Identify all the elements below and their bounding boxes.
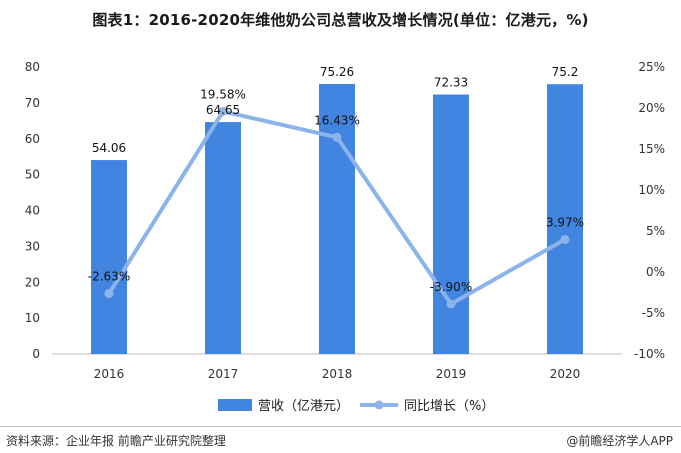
revenue-label: 75.2: [552, 65, 579, 79]
revenue-bar: [91, 160, 127, 354]
x-tick-label: 2018: [322, 367, 353, 381]
footer: 资料来源：企业年报 前瞻产业研究院整理 @前瞻经济学人APP: [0, 426, 681, 451]
left-tick-label: 20: [25, 275, 40, 289]
left-tick-label: 50: [25, 168, 40, 182]
right-tick-label: -10%: [634, 347, 665, 361]
x-tick-label: 2019: [436, 367, 467, 381]
growth-label: 3.97%: [546, 215, 584, 229]
growth-point: [560, 234, 570, 244]
left-tick-label: 60: [25, 132, 40, 146]
chart-title: 图表1：2016-2020年维他奶公司总营收及增长情况(单位：亿港元，%): [92, 11, 589, 29]
legend-bar-swatch: [218, 399, 252, 411]
right-tick-label: 5%: [646, 224, 665, 238]
right-tick-label: -5%: [642, 306, 665, 320]
footer-brand: @前瞻经济学人APP: [566, 434, 673, 448]
revenue-label: 64.65: [206, 103, 240, 117]
growth-label: 16.43%: [314, 113, 360, 127]
revenue-bar: [319, 84, 355, 354]
revenue-bar: [433, 94, 469, 355]
chart-svg: 0 10 20 30 40 50 60 70 80 -10% -5% 0% 5% 10% 15% 20% 25…: [25, 60, 665, 414]
right-axis-ticks: -10% -5% 0% 5% 10% 15% 20% 25%: [634, 60, 665, 361]
line-series: [104, 106, 570, 309]
left-tick-label: 30: [25, 239, 40, 253]
growth-point: [332, 132, 342, 142]
growth-point: [218, 106, 228, 116]
revenue-bar: [547, 84, 583, 354]
left-tick-label: 10: [25, 311, 40, 325]
left-tick-label: 70: [25, 96, 40, 110]
left-axis-ticks: 0 10 20 30 40 50 60 70 80: [25, 60, 40, 361]
x-tick-label: 2016: [94, 367, 125, 381]
x-axis-ticks: 2016 2017 2018 2019 2020: [94, 367, 581, 381]
right-tick-label: 15%: [638, 142, 665, 156]
revenue-label: 72.33: [434, 76, 468, 90]
bar-series: [91, 84, 583, 355]
x-tick-label: 2020: [550, 367, 581, 381]
growth-label: -3.90%: [430, 280, 472, 294]
legend-line-marker: [374, 400, 384, 410]
legend: 营收（亿港元） 同比增长（%）: [218, 399, 494, 414]
revenue-bar: [205, 122, 241, 355]
revenue-label: 54.06: [92, 141, 126, 155]
footer-source: 资料来源：企业年报 前瞻产业研究院整理: [6, 434, 226, 448]
left-tick-label: 80: [25, 60, 40, 74]
x-tick-label: 2017: [208, 367, 239, 381]
growth-point: [104, 289, 114, 299]
growth-point: [446, 299, 456, 309]
legend-line-label: 同比增长（%）: [404, 399, 494, 414]
right-tick-label: 20%: [638, 101, 665, 115]
legend-bar-label: 营收（亿港元）: [258, 399, 349, 414]
left-tick-label: 0: [32, 347, 40, 361]
revenue-label: 75.26: [320, 65, 354, 79]
right-tick-label: 25%: [638, 60, 665, 74]
growth-label: 19.58%: [200, 87, 246, 101]
growth-label: -2.63%: [88, 270, 130, 284]
data-labels: 54.06 64.65 75.26 72.33 75.2 -2.63% 19.58% 16.4…: [88, 65, 584, 294]
right-tick-label: 0%: [646, 265, 665, 279]
left-tick-label: 40: [25, 204, 40, 218]
right-tick-label: 10%: [638, 183, 665, 197]
